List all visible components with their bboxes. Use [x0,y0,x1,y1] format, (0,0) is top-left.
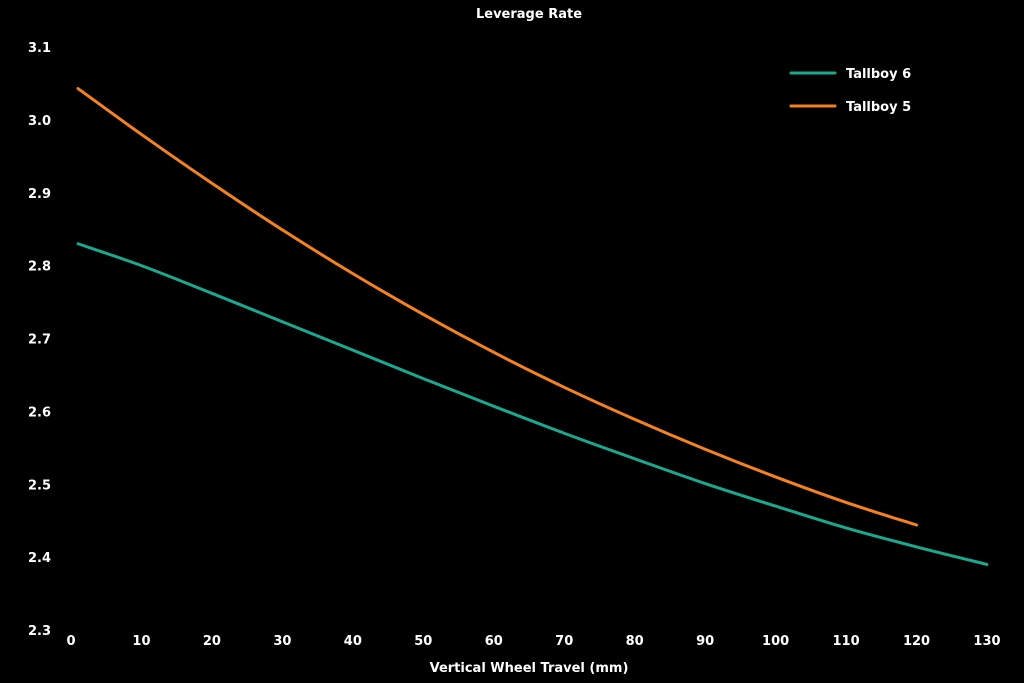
x-tick-label: 30 [273,634,291,649]
y-tick-label: 2.3 [28,624,51,639]
y-tick-label: 2.4 [28,551,51,566]
legend-label-tallboy-6: Tallboy 6 [846,67,911,82]
x-tick-label: 10 [132,634,150,649]
series-line-tallboy-6 [76,242,989,566]
y-tick-label: 3.0 [28,114,51,129]
series-lines [76,87,989,566]
y-axis-ticks: 2.3 2.4 2.5 2.6 2.7 2.8 2.9 3.0 3.1 [28,41,51,639]
y-tick-label: 2.5 [28,478,51,493]
y-tick-label: 2.6 [28,405,51,420]
y-tick-label: 2.9 [28,187,51,202]
y-tick-label: 2.8 [28,260,51,275]
x-tick-label: 20 [203,634,221,649]
x-tick-label: 60 [485,634,503,649]
x-tick-label: 120 [903,634,930,649]
series-line-tallboy-5 [76,87,919,527]
x-tick-label: 90 [696,634,714,649]
y-tick-label: 2.7 [28,333,51,348]
chart-title: Leverage Rate [476,7,582,22]
legend: Tallboy 6 Tallboy 5 [789,67,911,115]
x-tick-label: 0 [66,634,75,649]
x-axis-label: Vertical Wheel Travel (mm) [430,661,629,676]
x-tick-label: 70 [555,634,573,649]
x-tick-label: 40 [344,634,362,649]
x-tick-label: 50 [414,634,432,649]
x-tick-label: 80 [626,634,644,649]
legend-label-tallboy-5: Tallboy 5 [846,100,911,115]
y-tick-label: 3.1 [28,41,51,56]
x-axis-ticks: 0 10 20 30 40 50 60 70 80 90 100 110 120 130 [66,634,1000,649]
x-tick-label: 110 [833,634,860,649]
x-tick-label: 130 [973,634,1000,649]
x-tick-label: 100 [762,634,789,649]
